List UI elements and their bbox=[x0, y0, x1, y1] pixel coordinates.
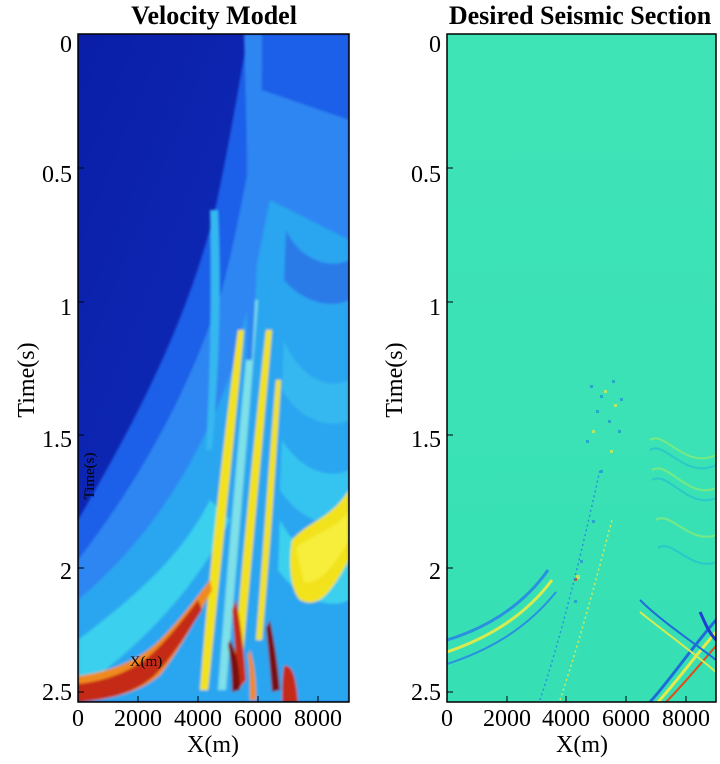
seismic-section-y-ticks: 0 0.5 1 1.5 2 2.5 bbox=[411, 32, 453, 706]
y-tick-label: 1 bbox=[60, 295, 72, 321]
x-tick-label: 4000 bbox=[542, 706, 590, 732]
x-tick-label: 0 bbox=[441, 706, 453, 732]
seismic-section-image bbox=[447, 34, 716, 702]
y-tick-label: 0.5 bbox=[411, 162, 441, 188]
x-tick-label: 6000 bbox=[602, 706, 650, 732]
velocity-model-x-axis-label: X(m) bbox=[187, 732, 239, 758]
velocity-model-title: Velocity Model bbox=[131, 1, 297, 30]
y-tick-label: 2 bbox=[429, 559, 441, 585]
seismic-section-title: Desired Seismic Section bbox=[449, 1, 712, 30]
overlay-time-label: Time(s) bbox=[82, 453, 98, 500]
y-tick-label: 0 bbox=[429, 32, 441, 58]
seismic-section-x-ticks: 0 2000 4000 6000 8000 bbox=[441, 696, 710, 732]
seismic-section-y-axis-label: Time(s) bbox=[382, 342, 408, 417]
x-tick-label: 2000 bbox=[114, 706, 162, 732]
x-tick-label: 0 bbox=[72, 706, 84, 732]
x-tick-label: 2000 bbox=[483, 706, 531, 732]
velocity-model-frame bbox=[77, 33, 350, 703]
overlay-x-label: X(m) bbox=[130, 654, 163, 670]
x-tick-label: 4000 bbox=[174, 706, 222, 732]
velocity-model-image bbox=[78, 34, 349, 702]
seismic-section-panel: Desired Seismic Section bbox=[382, 1, 717, 758]
velocity-model-panel: Velocity Model bbox=[14, 1, 350, 758]
y-tick-label: 1.5 bbox=[411, 427, 441, 453]
y-tick-label: 0 bbox=[60, 32, 72, 58]
y-tick-label: 2.5 bbox=[411, 680, 441, 706]
y-tick-label: 1 bbox=[429, 295, 441, 321]
x-tick-label: 6000 bbox=[234, 706, 282, 732]
velocity-model-x-ticks: 0 2000 4000 6000 8000 bbox=[72, 696, 342, 732]
y-tick-label: 2.5 bbox=[42, 680, 72, 706]
velocity-model-y-axis-label: Time(s) bbox=[14, 342, 40, 417]
seismic-section-frame bbox=[446, 33, 717, 703]
seismic-section-x-axis-label: X(m) bbox=[556, 732, 608, 758]
y-tick-label: 2 bbox=[60, 559, 72, 585]
x-tick-label: 8000 bbox=[294, 706, 342, 732]
velocity-model-y-ticks: 0 0.5 1 1.5 2 2.5 bbox=[42, 32, 84, 706]
x-tick-label: 8000 bbox=[662, 706, 710, 732]
y-tick-label: 0.5 bbox=[42, 162, 72, 188]
y-tick-label: 1.5 bbox=[42, 427, 72, 453]
